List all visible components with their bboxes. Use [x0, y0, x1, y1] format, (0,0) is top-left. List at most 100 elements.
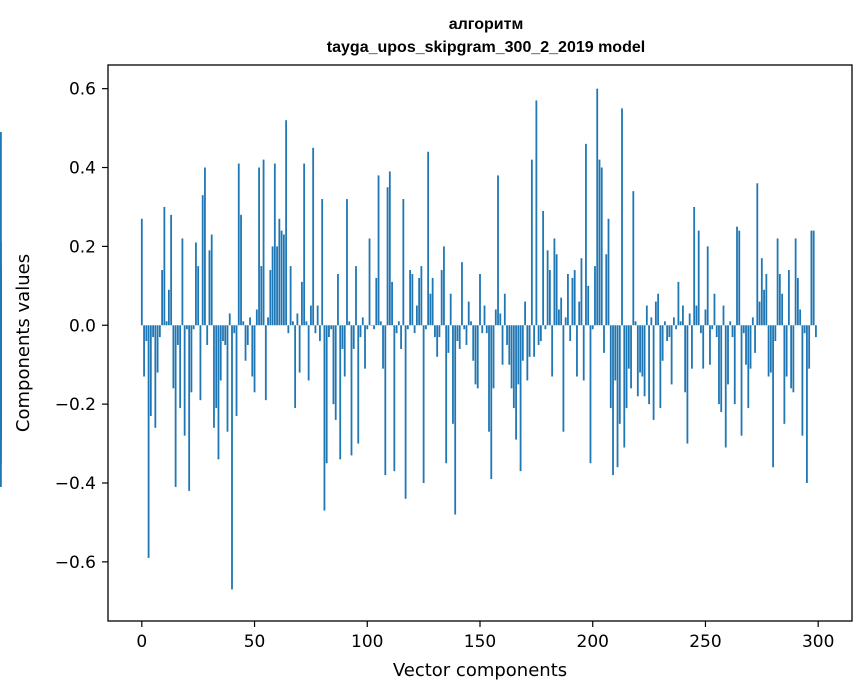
bar — [470, 321, 472, 326]
bar — [558, 309, 560, 326]
bar — [641, 325, 644, 377]
bar — [158, 325, 161, 338]
bar — [589, 325, 592, 464]
bar — [578, 301, 581, 326]
bar — [404, 325, 407, 499]
bar — [377, 175, 380, 326]
bar — [260, 266, 263, 326]
bar — [474, 325, 477, 385]
bar — [808, 325, 811, 369]
bar — [359, 325, 362, 338]
bar — [510, 325, 513, 389]
x-tick-label: 150 — [464, 632, 496, 652]
bar — [456, 325, 459, 342]
bar — [231, 325, 233, 590]
bar — [447, 325, 450, 353]
bar — [465, 325, 468, 345]
bar — [675, 325, 678, 330]
bar — [567, 273, 569, 326]
bar — [621, 108, 623, 326]
y-tick-label: −0.4 — [55, 474, 96, 494]
bar — [280, 230, 283, 326]
bar — [709, 325, 711, 365]
bar — [303, 163, 306, 326]
bar — [645, 305, 648, 326]
y-axis-label: Components values — [13, 254, 34, 432]
bar — [346, 199, 348, 326]
bar — [749, 325, 752, 369]
bar — [289, 266, 292, 326]
x-axis-ticks: 0 50 100 150 200 250 300 — [136, 621, 834, 652]
bar — [596, 88, 599, 326]
bar — [806, 325, 808, 483]
bar — [361, 317, 364, 326]
bar — [167, 289, 170, 326]
bar — [434, 325, 436, 338]
bar — [657, 293, 660, 326]
bar — [373, 325, 375, 330]
bar — [733, 325, 736, 405]
bar — [208, 250, 211, 326]
bar — [537, 325, 540, 345]
bar — [251, 325, 254, 377]
bar — [591, 325, 594, 330]
y-tick-label: 0.4 — [69, 159, 96, 179]
bar — [758, 301, 761, 326]
bar — [815, 325, 817, 338]
bar — [607, 218, 610, 326]
bar — [319, 325, 321, 342]
bar — [461, 262, 463, 326]
bar — [195, 242, 197, 326]
bar — [226, 325, 229, 432]
bar — [341, 325, 344, 349]
bar — [634, 321, 637, 326]
bar — [585, 143, 587, 326]
bar — [736, 226, 738, 326]
x-tick-label: 0 — [136, 632, 147, 652]
bar — [521, 325, 524, 361]
bar — [224, 325, 227, 345]
bar — [530, 159, 533, 326]
bar — [258, 167, 260, 326]
bar — [298, 325, 301, 373]
bar — [370, 325, 373, 326]
bar — [542, 210, 545, 326]
bar — [222, 325, 224, 342]
bar — [174, 325, 177, 487]
bar — [244, 325, 247, 361]
bar — [188, 325, 191, 491]
bar — [400, 325, 402, 349]
bar — [792, 325, 795, 393]
bar — [170, 214, 173, 326]
bar — [652, 325, 655, 420]
bar — [201, 195, 204, 326]
bar — [501, 325, 504, 365]
bar — [233, 325, 236, 334]
bar — [192, 325, 195, 330]
bar — [684, 325, 687, 393]
bar — [774, 325, 777, 342]
bar — [154, 325, 157, 428]
bar — [375, 277, 378, 326]
bar — [528, 325, 531, 357]
bar — [515, 325, 517, 440]
bar — [740, 325, 743, 436]
bar — [778, 273, 781, 326]
bar — [190, 325, 193, 393]
bar — [553, 238, 556, 326]
bar — [438, 325, 441, 338]
bar — [368, 238, 371, 326]
bar — [0, 266, 2, 326]
bar — [492, 325, 495, 389]
bar — [738, 230, 741, 326]
bar — [267, 317, 269, 326]
bar — [767, 325, 770, 377]
bar — [711, 325, 714, 330]
bar — [663, 321, 666, 326]
bar — [688, 313, 691, 326]
bar — [560, 297, 563, 326]
bar — [643, 325, 646, 397]
bar — [783, 325, 786, 424]
bar — [334, 325, 337, 420]
bar — [172, 325, 175, 389]
